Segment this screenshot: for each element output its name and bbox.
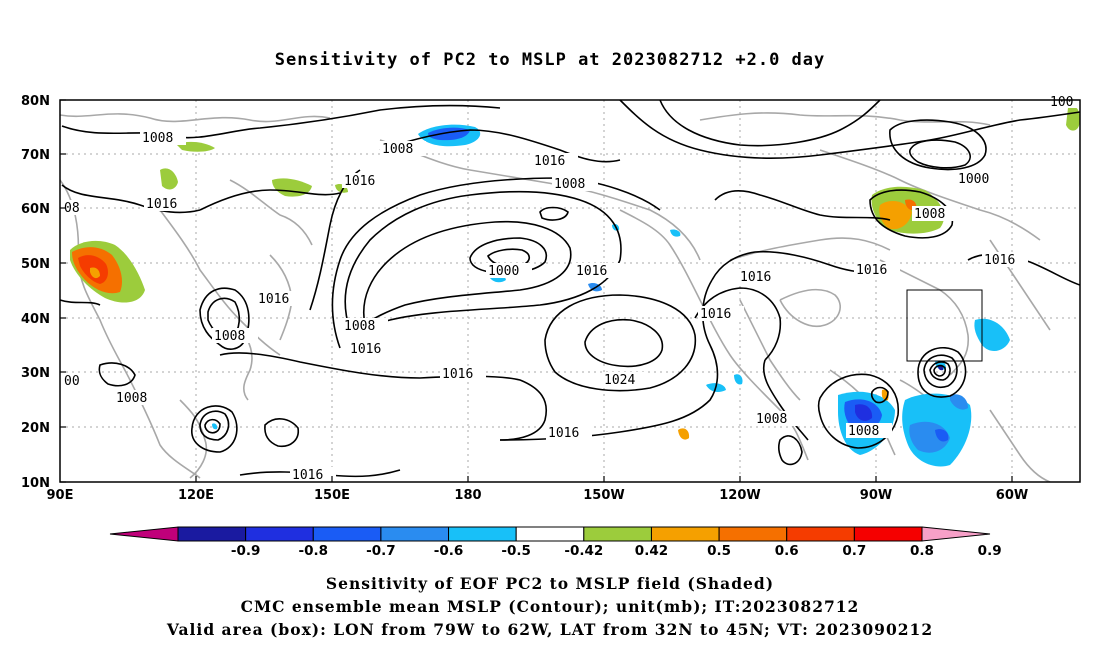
colorbar-tick-label: -0.9: [231, 543, 261, 559]
contour-label: 1016: [576, 264, 607, 279]
contour-label: 1008: [914, 207, 945, 222]
lon-label: 90W: [860, 488, 892, 503]
contour-label: 1016: [344, 174, 375, 189]
colorbar-box: [448, 526, 517, 542]
colorbar-tick-label: -0.5: [501, 543, 531, 559]
colorbar-tick-label: -0.42: [564, 543, 603, 559]
colorbar-box: [786, 526, 855, 542]
caption-line-3: Valid area (box): LON from 79W to 62W, L…: [166, 620, 934, 639]
contour-label: 1016: [856, 263, 887, 278]
colorbar-tick-label: 0.6: [775, 543, 799, 559]
caption-line-1: Sensitivity of EOF PC2 to MSLP field (Sh…: [325, 574, 775, 593]
colorbar-tick-label: -0.8: [299, 543, 329, 559]
lat-label: 20N: [21, 421, 50, 436]
contour-label: 1008: [848, 424, 879, 439]
colorbar-tick-label: 0.5: [707, 543, 731, 559]
colorbar-box: [583, 526, 652, 542]
colorbar-low-triangle: [109, 526, 179, 542]
lon-label: 180: [454, 488, 481, 503]
lon-label: 150E: [314, 488, 350, 503]
colorbar-tick-label: -0.6: [434, 543, 464, 559]
lon-labels: 90E 120E 150E 180 150W 120W 90W 60W: [47, 488, 1029, 503]
contour-label: 1008: [756, 412, 787, 427]
contour-label: 1016: [442, 367, 473, 382]
lon-label: 120E: [178, 488, 214, 503]
lon-label: 60W: [996, 488, 1028, 503]
contour-label: 1016: [258, 292, 289, 307]
colorbar-box: [177, 526, 247, 542]
colorbar-box: [245, 526, 314, 542]
contour-label: 1016: [740, 270, 771, 285]
contour-label: 1016: [292, 468, 323, 483]
lat-label: 60N: [21, 202, 50, 217]
lon-label: 120W: [719, 488, 760, 503]
lat-labels: 80N 70N 60N 50N 40N 30N 20N 10N: [21, 94, 50, 491]
contour-label: 1024: [604, 373, 635, 388]
lon-label: 150W: [583, 488, 624, 503]
contour-label: 1008: [116, 391, 147, 406]
colorbar-tick-label: 0.42: [635, 543, 668, 559]
sensitivity-shading: [70, 106, 1080, 467]
contour-labels: 1008 1008 1016 1016 1008 1016 1000 1016 …: [62, 95, 1080, 483]
lat-label: 10N: [21, 476, 50, 491]
colorbar-tick-label: 0.8: [910, 543, 934, 559]
contour-label: 1008: [382, 142, 413, 157]
contour-label: 1016: [548, 426, 579, 441]
colorbar-tick-label: -0.7: [366, 543, 396, 559]
chart-title: Sensitivity of PC2 to MSLP at 2023082712…: [274, 50, 826, 70]
plot-frame: [59, 99, 1081, 483]
mslp-contours: [59, 99, 1081, 478]
colorbar-box: [312, 526, 382, 542]
contour-label: 1008: [554, 177, 585, 192]
contour-label: 1016: [350, 342, 381, 357]
lat-label: 40N: [21, 312, 50, 327]
colorbar-tick-label: 0.7: [842, 543, 866, 559]
colorbar-box: [853, 526, 923, 542]
contour-label: 08: [64, 201, 80, 216]
colorbar-box: [515, 526, 585, 542]
colorbar-tick-label: 0.9: [978, 543, 1002, 559]
contour-label: 100: [1050, 95, 1073, 110]
axis-ticks: [60, 99, 1013, 483]
contour-label: 1000: [958, 172, 989, 187]
lat-label: 80N: [21, 94, 50, 109]
contour-label: 1000: [488, 264, 519, 279]
contour-label: 1016: [984, 253, 1015, 268]
contour-label: 1016: [700, 307, 731, 322]
colorbar: -0.9 -0.8 -0.7 -0.6 -0.5 -0.42 0.42 0.5 0.6 0.7 0.…: [109, 526, 1002, 559]
colorbar-box: [380, 526, 450, 542]
valid-area-box: [906, 289, 983, 362]
colorbar-high-triangle: [921, 526, 991, 542]
caption-line-2: CMC ensemble mean MSLP (Contour); unit(m…: [240, 597, 860, 616]
contour-label: 1008: [344, 319, 375, 334]
contour-label: 1016: [146, 197, 177, 212]
contour-label: 1016: [534, 154, 565, 169]
contour-label: 1008: [142, 131, 173, 146]
colorbar-box: [718, 526, 788, 542]
colorbar-box: [650, 526, 720, 542]
contour-label: 1008: [214, 329, 245, 344]
lat-label: 70N: [21, 148, 50, 163]
lat-label: 30N: [21, 366, 50, 381]
lon-label: 90E: [47, 488, 74, 503]
lat-label: 50N: [21, 257, 50, 272]
contour-label: 00: [64, 374, 80, 389]
